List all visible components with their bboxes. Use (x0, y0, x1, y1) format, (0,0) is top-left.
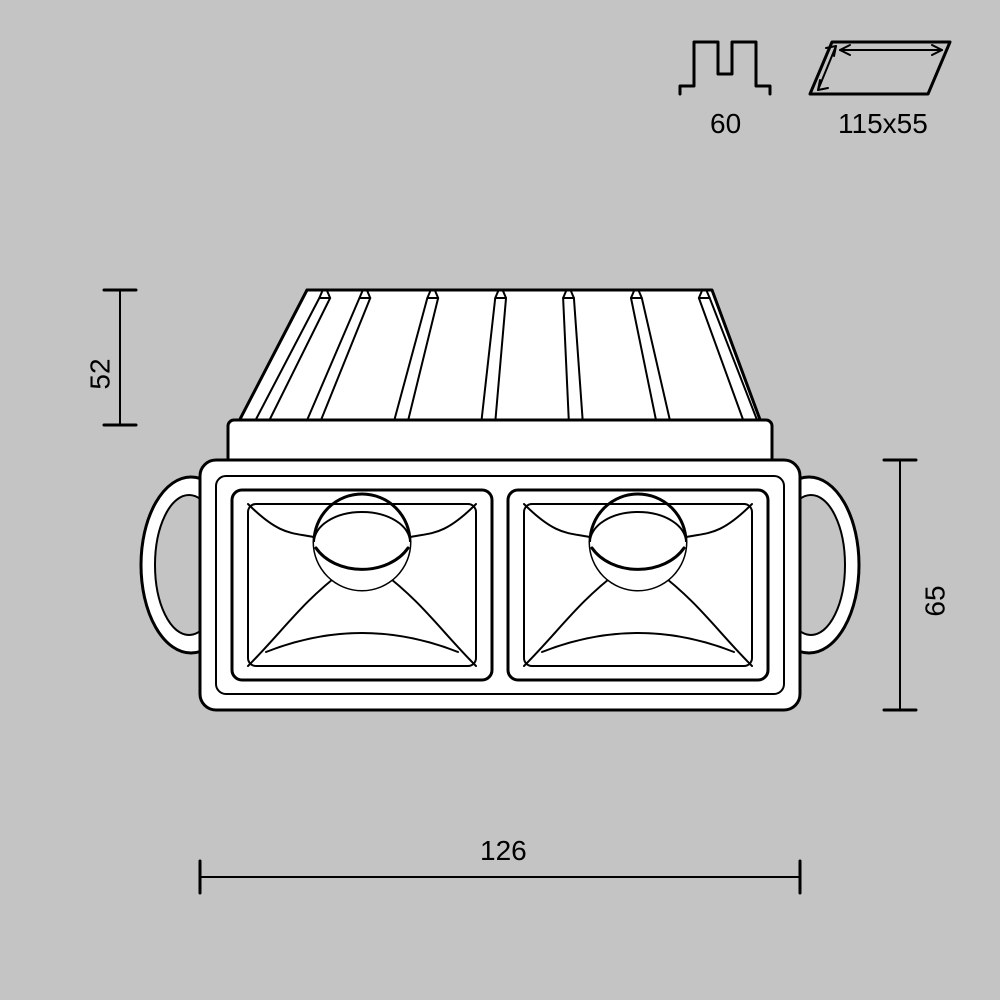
technical-drawing: 126 65 52 60 115x55 (0, 0, 1000, 1000)
dimension-face-height-label: 65 (920, 585, 952, 616)
dimension-body-height-label: 52 (85, 358, 117, 389)
install-depth-label: 60 (710, 108, 741, 140)
cutout-size-label: 115x55 (838, 108, 928, 140)
dimension-width-label: 126 (480, 835, 527, 867)
